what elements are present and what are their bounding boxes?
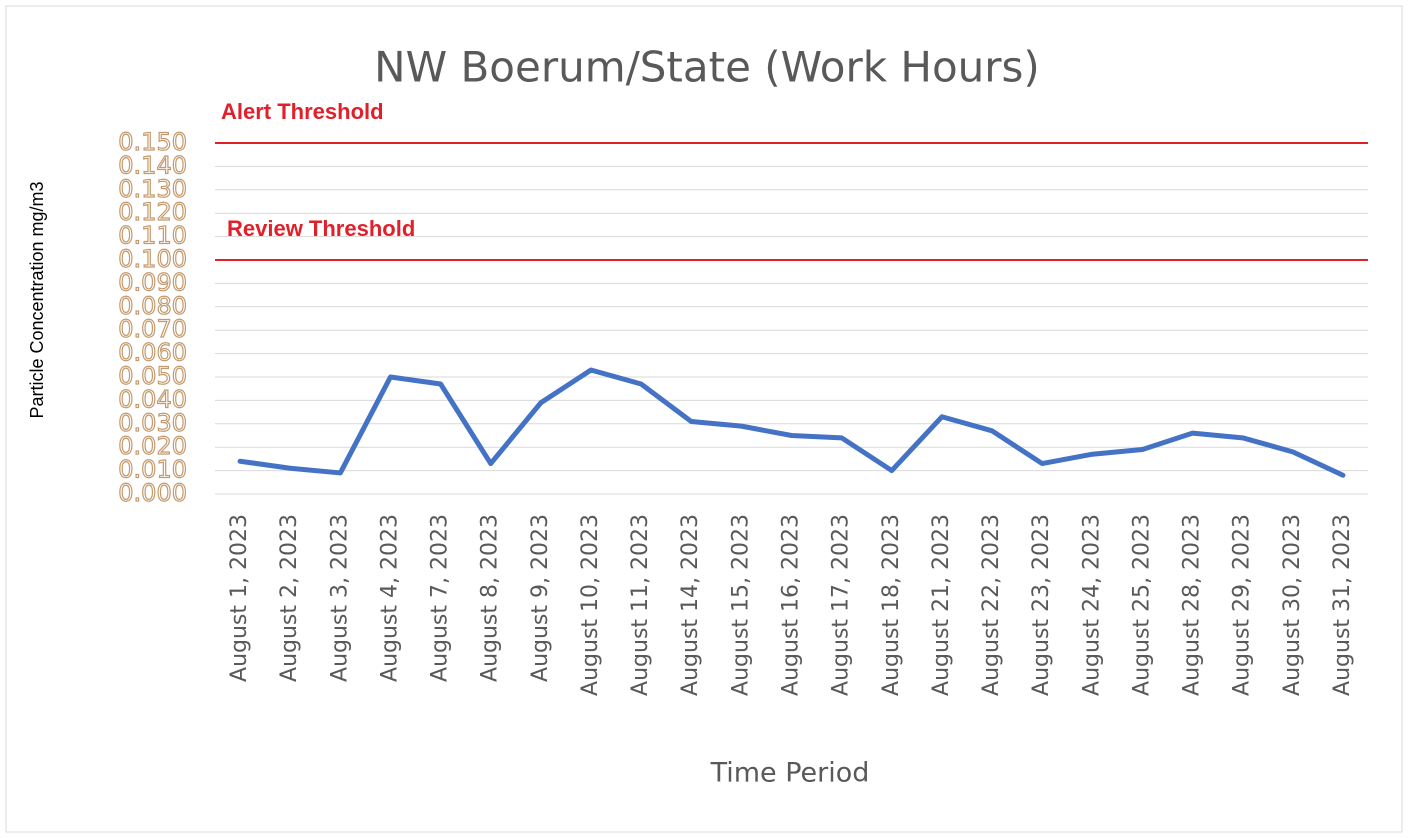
x-tick-label: August 1, 2023	[227, 514, 252, 682]
y-tick-label: 0.140	[118, 151, 187, 179]
x-tick-label: August 15, 2023	[728, 514, 753, 696]
y-tick-label: 0.060	[118, 339, 187, 367]
x-axis-label: Time Period	[710, 758, 870, 789]
x-tick-label: August 17, 2023	[829, 514, 854, 696]
data-line	[237, 367, 1346, 478]
y-tick-label: 0.030	[118, 409, 187, 437]
x-tick-label: August 11, 2023	[628, 514, 653, 696]
x-tick-label: August 2, 2023	[277, 514, 302, 682]
x-tick-label: August 10, 2023	[578, 514, 603, 696]
y-tick-label: 0.080	[118, 292, 187, 320]
x-tick-label: August 24, 2023	[1079, 514, 1104, 696]
x-tick-label: August 4, 2023	[377, 514, 402, 682]
chart-border	[5, 5, 1403, 833]
y-tick-label: 0.010	[118, 456, 187, 484]
y-tick-label: 0.000	[118, 479, 187, 507]
x-tick-label: August 28, 2023	[1180, 514, 1205, 696]
y-tick-label: 0.130	[118, 175, 187, 203]
x-tick-label: August 3, 2023	[327, 514, 352, 682]
y-tick-label: 0.100	[118, 245, 187, 273]
x-tick-label: August 22, 2023	[979, 514, 1004, 696]
y-axis-label: Particle Concentration mg/m3	[27, 181, 47, 418]
y-tick-label: 0.120	[118, 198, 187, 226]
x-tick-label: August 18, 2023	[879, 514, 904, 696]
x-tick-label: August 7, 2023	[428, 514, 453, 682]
y-tick-label: 0.070	[118, 315, 187, 343]
x-tick-label: August 21, 2023	[929, 514, 954, 696]
x-tick-label: August 8, 2023	[478, 514, 503, 682]
x-tick-label: August 16, 2023	[779, 514, 804, 696]
y-tick-label: 0.090	[118, 268, 187, 296]
y-tick-label: 0.050	[118, 362, 187, 390]
x-tick-label: August 31, 2023	[1330, 514, 1355, 696]
y-tick-label: 0.020	[118, 432, 187, 460]
x-tick-label: August 9, 2023	[528, 514, 553, 682]
x-tick-label: August 14, 2023	[678, 514, 703, 696]
threshold-label: Review Threshold	[227, 216, 415, 241]
y-tick-label: 0.040	[118, 385, 187, 413]
x-tick-label: August 23, 2023	[1029, 514, 1054, 696]
x-tick-label: August 25, 2023	[1129, 514, 1154, 696]
chart-title: NW Boerum/State (Work Hours)	[374, 43, 1040, 92]
y-tick-label: 0.110	[118, 222, 187, 250]
y-tick-label: 0.150	[118, 128, 187, 156]
x-tick-label: August 29, 2023	[1230, 514, 1255, 696]
threshold-label: Alert Threshold	[221, 99, 384, 124]
x-tick-label: August 30, 2023	[1280, 514, 1305, 696]
